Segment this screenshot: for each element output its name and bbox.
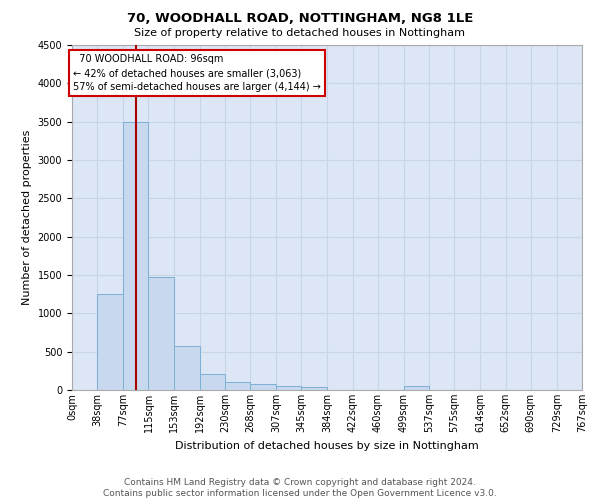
Bar (404, 386, 429, 390)
Bar (148, 278, 174, 390)
Text: 70 WOODHALL ROAD: 96sqm
← 42% of detached houses are smaller (3,063)
57% of semi: 70 WOODHALL ROAD: 96sqm ← 42% of detache… (73, 54, 321, 92)
Text: 70, WOODHALL ROAD, NOTTINGHAM, NG8 1LE: 70, WOODHALL ROAD, NOTTINGHAM, NG8 1LE (127, 12, 473, 26)
Bar (250, 384, 276, 390)
Bar (276, 386, 301, 390)
Bar (97, 294, 123, 390)
Text: Size of property relative to detached houses in Nottingham: Size of property relative to detached ho… (134, 28, 466, 38)
Bar (301, 387, 328, 390)
Bar (174, 346, 200, 390)
Y-axis label: Number of detached properties: Number of detached properties (22, 130, 32, 305)
Bar (123, 122, 148, 390)
Bar (225, 382, 250, 390)
Bar (200, 374, 225, 390)
X-axis label: Distribution of detached houses by size in Nottingham: Distribution of detached houses by size … (175, 440, 479, 450)
Text: Contains HM Land Registry data © Crown copyright and database right 2024.
Contai: Contains HM Land Registry data © Crown c… (103, 478, 497, 498)
